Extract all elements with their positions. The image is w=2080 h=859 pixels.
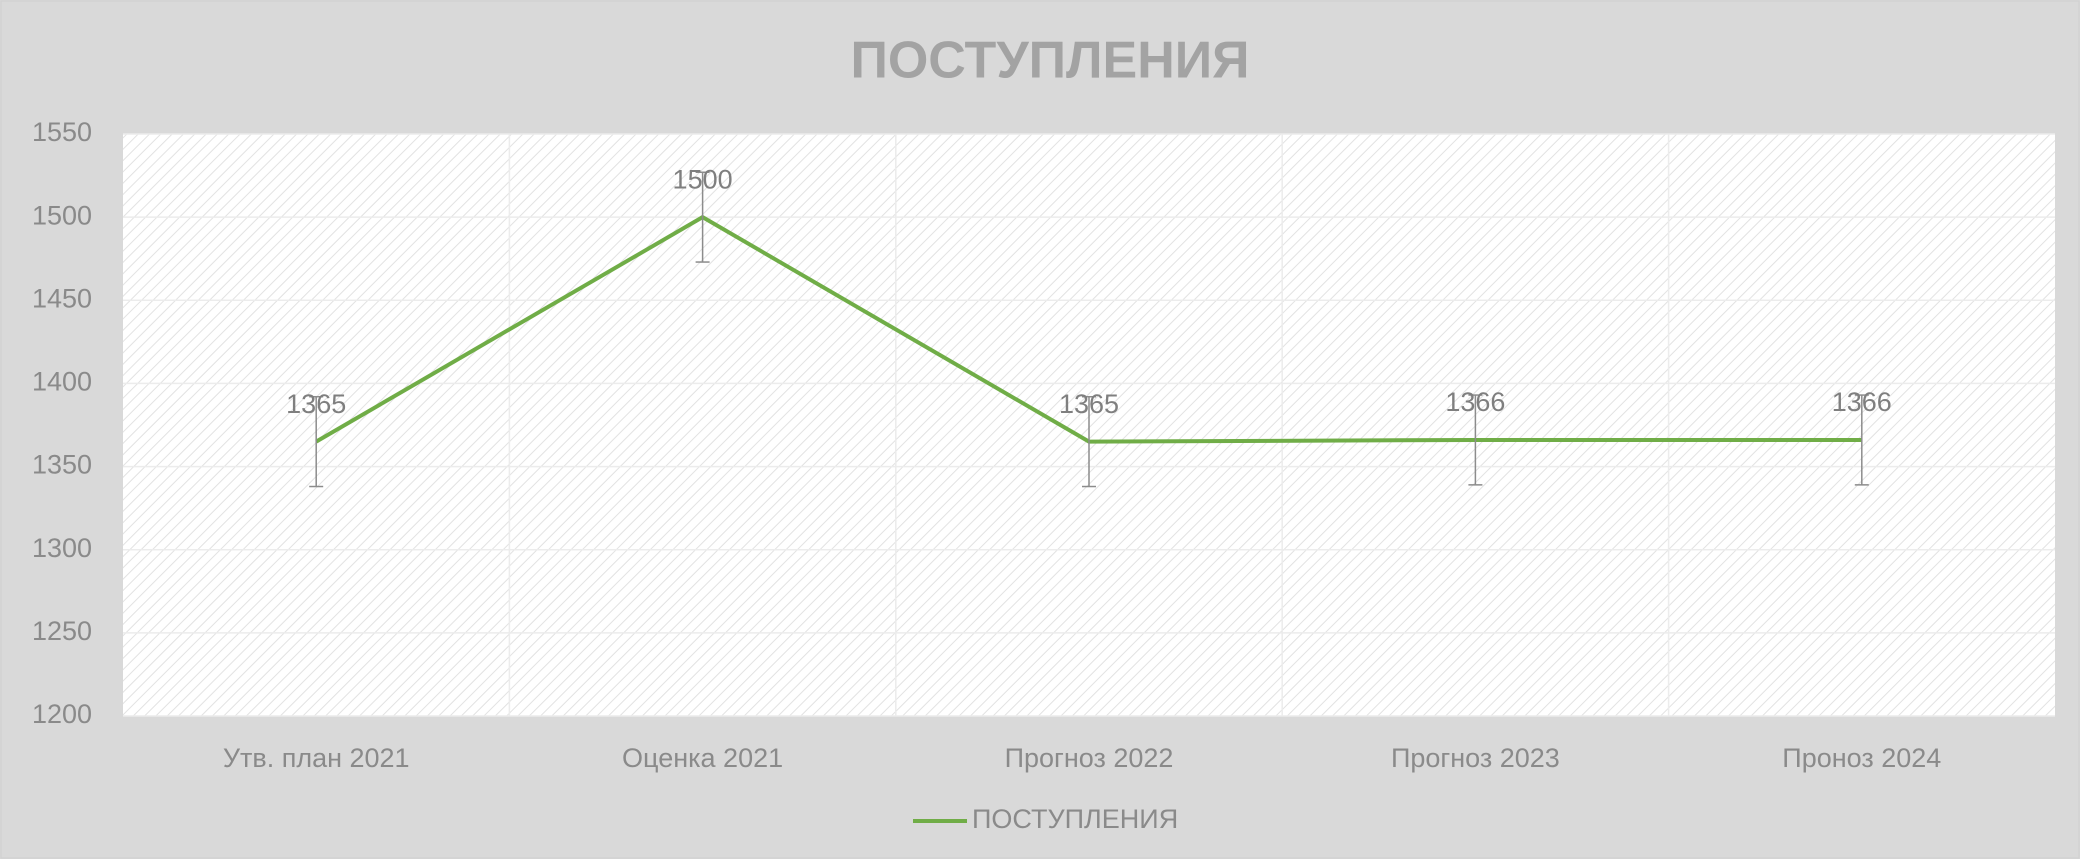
data-label: 1365 [1059,389,1119,419]
legend-label: ПОСТУПЛЕНИЯ [972,804,1178,834]
error-bar [309,395,324,488]
x-tick-label: Оценка 2021 [622,743,783,773]
error-bar [1468,394,1483,486]
x-tick-label: Проноз 2024 [1782,743,1941,773]
x-tick-label: Утв. план 2021 [223,743,410,773]
data-label: 1366 [1832,387,1892,417]
y-tick-label: 1300 [32,533,92,563]
y-tick-label: 1450 [32,283,92,313]
y-tick-label: 1350 [32,450,92,480]
error-bar [695,171,710,263]
error-bar [1854,394,1869,486]
y-tick-label: 1400 [32,367,92,397]
y-tick-label: 1200 [32,699,92,729]
y-tick-label: 1550 [32,117,92,147]
x-tick-label: Прогноз 2022 [1005,743,1174,773]
error-bar [1082,395,1096,488]
data-label: 1365 [286,389,346,419]
y-tick-label: 1500 [32,200,92,230]
data-label: 1500 [673,164,733,194]
x-tick-label: Прогноз 2023 [1391,743,1560,773]
chart-title: ПОСТУПЛЕНИЯ [850,32,1249,90]
data-label: 1366 [1445,387,1505,417]
y-tick-label: 1250 [32,616,92,646]
